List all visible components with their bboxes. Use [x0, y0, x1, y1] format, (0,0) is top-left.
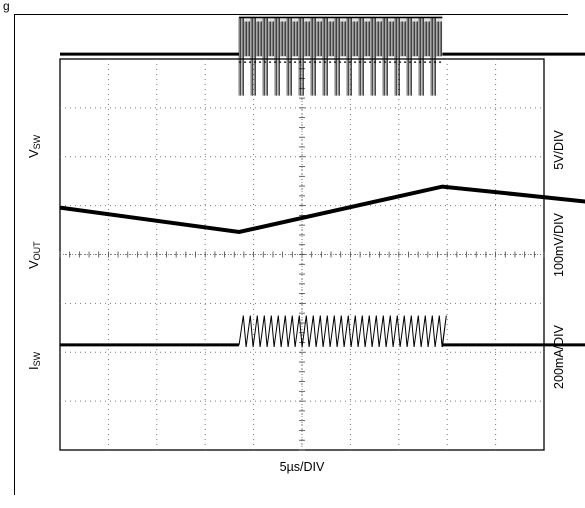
trace-vout — [59, 184, 585, 235]
trace-vsw-burst — [238, 17, 442, 96]
channel-label-vout-main: V — [26, 260, 41, 269]
scale-label-vsw: 5V/DIV — [552, 130, 566, 170]
channel-label-vsw-main: V — [26, 149, 41, 158]
scale-label-vout: 100mV/DIV — [552, 212, 566, 277]
channel-label-vout: VOUT — [26, 241, 42, 269]
grid — [59, 58, 545, 451]
figure-frame — [14, 14, 568, 495]
figure-label: g — [3, 0, 10, 13]
timebase-label: 5µs/DIV — [280, 460, 325, 474]
scale-label-isw: 200mA/DIV — [552, 324, 566, 389]
trace-isw-burst — [238, 315, 447, 347]
traces — [59, 14, 585, 347]
channel-label-isw-main: I — [26, 366, 41, 370]
channel-label-vsw: VSW — [26, 134, 42, 158]
channel-label-isw-sub: SW — [32, 351, 42, 366]
channel-label-isw: ISW — [26, 351, 42, 370]
channel-label-vsw-sub: SW — [32, 134, 42, 149]
channel-label-vout-sub: OUT — [32, 241, 42, 261]
